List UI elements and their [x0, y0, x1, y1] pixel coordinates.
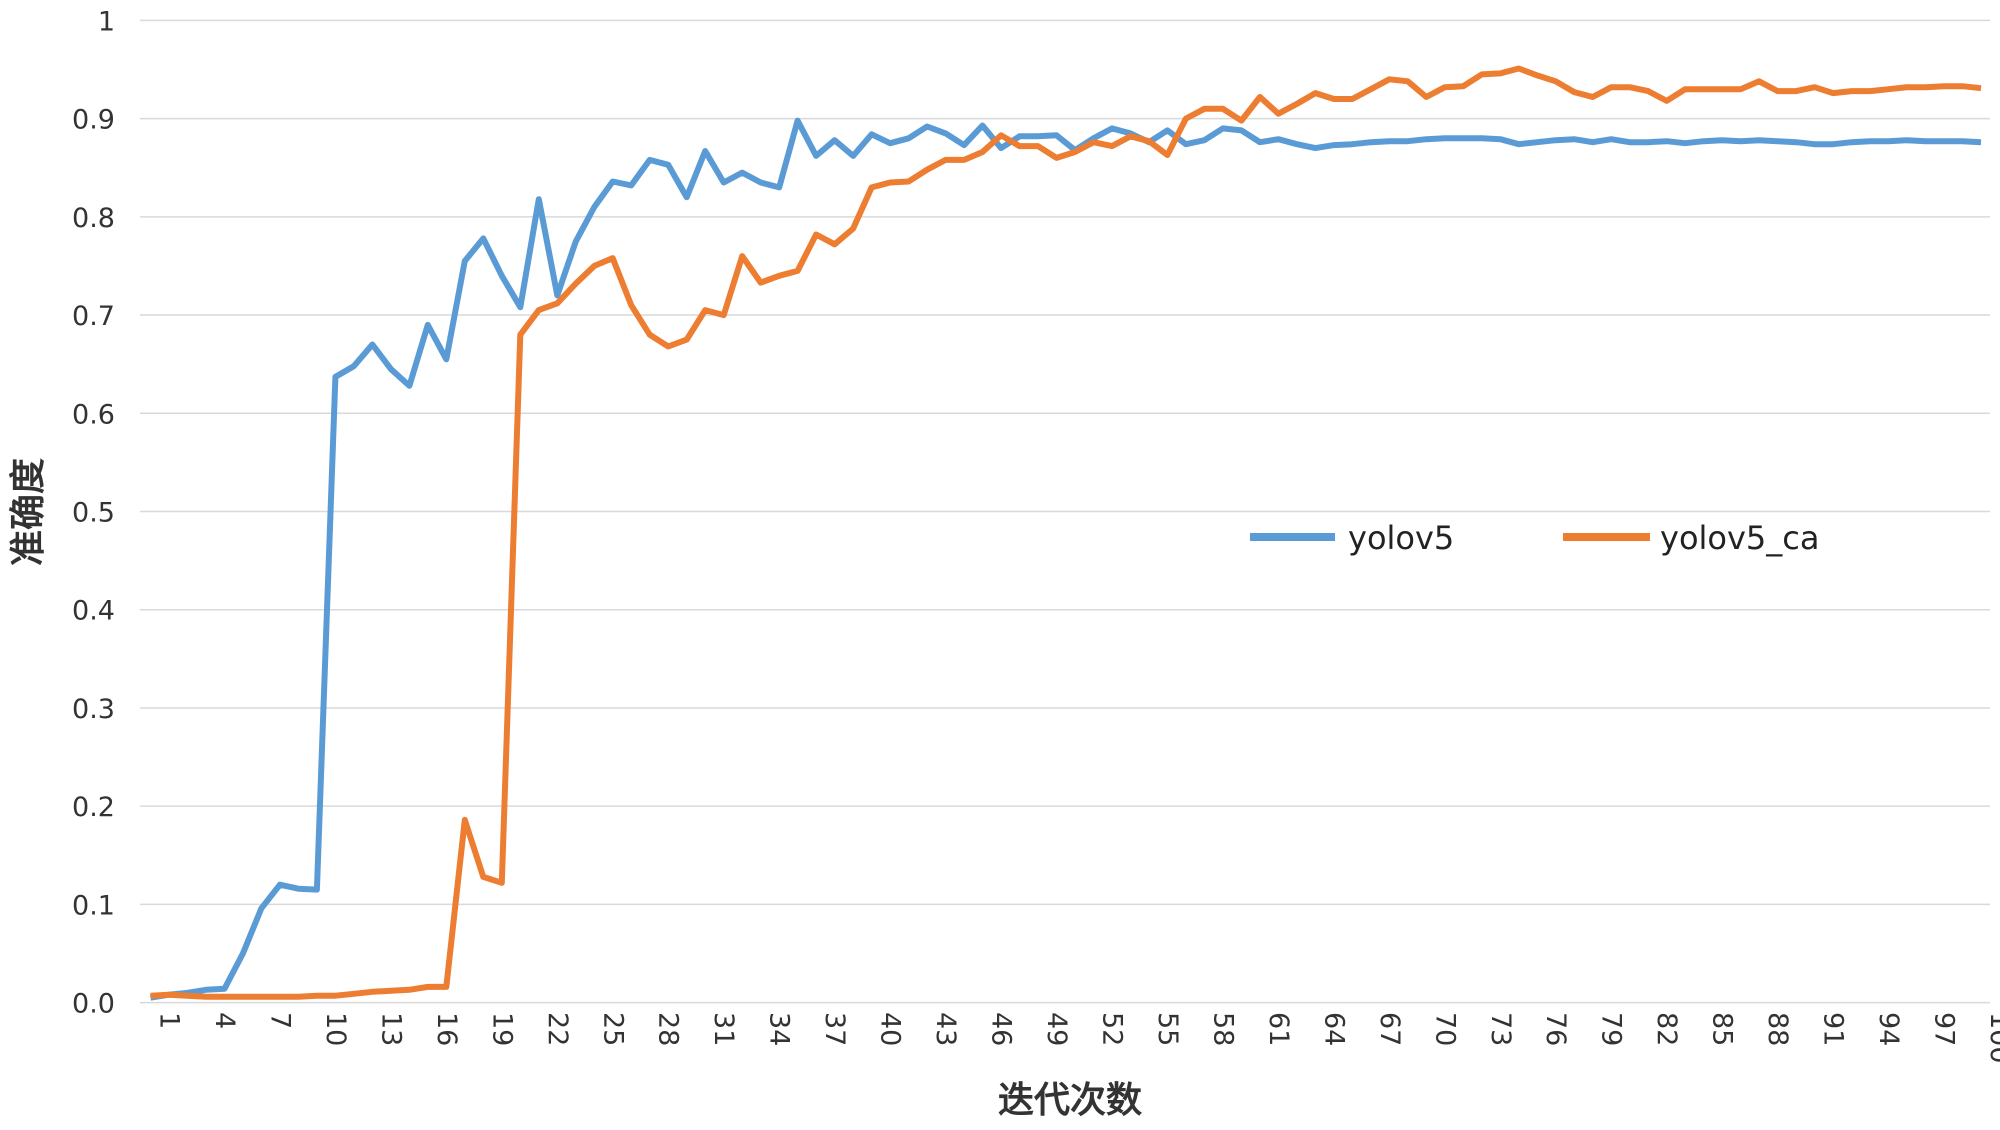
- x-tick-label: 88: [1762, 1012, 1793, 1046]
- x-tick-label: 94: [1873, 1012, 1904, 1046]
- x-tick-label: 40: [875, 1012, 906, 1046]
- x-tick-label: 43: [930, 1012, 961, 1046]
- x-tick-label: 85: [1707, 1012, 1738, 1046]
- y-tick-label: 1: [98, 6, 115, 37]
- x-tick-label: 91: [1818, 1012, 1849, 1046]
- series-lines: [150, 65, 1982, 1001]
- y-tick-label: 0.7: [72, 301, 115, 332]
- x-tick-label: 55: [1152, 1012, 1183, 1046]
- x-tick-label: 82: [1651, 1012, 1682, 1046]
- x-tick-label: 79: [1596, 1012, 1627, 1046]
- x-tick-label: 76: [1540, 1012, 1571, 1046]
- y-tick-label: 0.5: [72, 498, 115, 529]
- y-tick-label: 0.9: [72, 105, 115, 136]
- legend-label-yolov5: yolov5: [1348, 519, 1454, 557]
- x-tick-label: 52: [1096, 1012, 1127, 1046]
- x-tick-label: 61: [1263, 1012, 1294, 1046]
- x-tick-label: 4: [209, 1012, 240, 1029]
- y-tick-label: 0.4: [72, 596, 115, 627]
- y-axis-title: 准确度: [8, 458, 49, 566]
- x-tick-label: 28: [653, 1012, 684, 1046]
- x-tick-label: 58: [1207, 1012, 1238, 1046]
- y-tick-label: 0.2: [72, 792, 115, 823]
- x-tick-label: 70: [1429, 1012, 1460, 1046]
- x-tick-label: 7: [264, 1012, 295, 1029]
- x-tick-label: 31: [708, 1012, 739, 1046]
- x-tick-label: 37: [819, 1012, 850, 1046]
- legend-label-yolov5-ca: yolov5_ca: [1660, 519, 1819, 557]
- x-tick-label: 100: [1984, 1012, 2000, 1064]
- x-tick-label: 49: [1041, 1012, 1072, 1046]
- gridlines: [140, 19, 1990, 1004]
- y-tick-labels: 0.0 0.1 0.2 0.3 0.4 0.5 0.6 0.7 0.8 0.9 1: [72, 6, 115, 1019]
- y-tick-label: 0.0: [72, 989, 115, 1020]
- x-tick-label: 16: [431, 1012, 462, 1046]
- x-axis-title: 迭代次数: [998, 1080, 1142, 1121]
- legend: yolov5 yolov5_ca: [1250, 519, 1819, 557]
- x-tick-label: 1: [154, 1012, 185, 1029]
- y-tick-label: 0.6: [72, 399, 115, 430]
- x-tick-label: 13: [375, 1012, 406, 1046]
- x-tick-label: 73: [1485, 1012, 1516, 1046]
- series-line-yolov5-ca: [150, 65, 1982, 1000]
- series-line-yolov5: [150, 117, 1982, 1001]
- x-tick-label: 22: [542, 1012, 573, 1046]
- x-tick-label: 34: [764, 1012, 795, 1046]
- y-tick-label: 0.8: [72, 203, 115, 234]
- y-tick-label: 0.1: [72, 890, 115, 921]
- x-tick-label: 67: [1374, 1012, 1405, 1046]
- x-tick-label: 97: [1929, 1012, 1960, 1046]
- x-tick-label: 46: [986, 1012, 1017, 1046]
- x-tick-label: 25: [597, 1012, 628, 1046]
- x-tick-label: 10: [320, 1012, 351, 1046]
- y-tick-label: 0.3: [72, 694, 115, 725]
- x-tick-label: 19: [486, 1012, 517, 1046]
- x-tick-label: 64: [1318, 1012, 1349, 1046]
- x-tick-labels: 1 4 7 10 13 16 19 22 25 28 31 34 37 40 43 46 49 52 55 58 61 6…: [154, 1012, 2000, 1064]
